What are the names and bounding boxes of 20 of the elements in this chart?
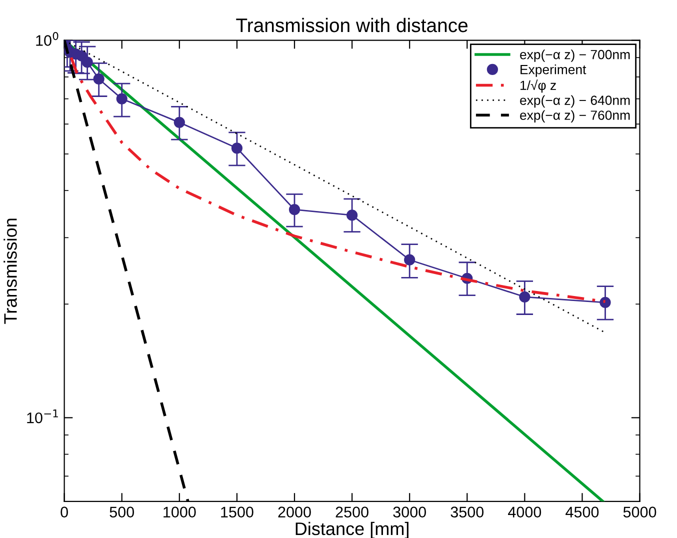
x-tick-label: 3500 xyxy=(450,506,484,518)
chart-title: Transmission with distance xyxy=(236,18,468,32)
x-tick-label: 4500 xyxy=(566,506,599,518)
legend-label: Experiment xyxy=(520,64,586,77)
legend-label: exp(−α z) − 640nm xyxy=(520,95,630,108)
x-tick-label: 1500 xyxy=(221,506,254,518)
y-tick-label: 10$^{0}$ xyxy=(36,32,58,46)
y-axis-title: Transmission xyxy=(4,218,17,324)
x-tick-label: 2500 xyxy=(336,506,368,518)
x-tick-label: 500 xyxy=(110,506,134,518)
x-tick-label: 3000 xyxy=(393,506,426,518)
legend-label: exp(−α z) − 700nm xyxy=(520,50,630,62)
x-tick-label: 0 xyxy=(60,506,68,518)
x-tick-label: 5000 xyxy=(623,506,656,518)
legend-label: 1/√φ z xyxy=(520,79,556,93)
legend-label: exp(−α z) − 760nm xyxy=(520,110,630,123)
x-tick-label: 1000 xyxy=(164,506,196,518)
x-tick-label: 4000 xyxy=(508,506,542,518)
y-tick-label: 10$^{−1}$ xyxy=(27,409,58,424)
x-tick-label: 2000 xyxy=(278,506,311,518)
